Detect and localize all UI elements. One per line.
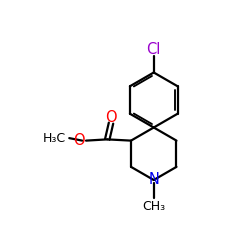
Text: Cl: Cl <box>146 42 161 58</box>
Text: O: O <box>105 110 117 124</box>
Text: H₃C: H₃C <box>43 132 66 144</box>
Text: CH₃: CH₃ <box>142 200 165 213</box>
Text: O: O <box>73 133 85 148</box>
Text: N: N <box>148 172 159 188</box>
